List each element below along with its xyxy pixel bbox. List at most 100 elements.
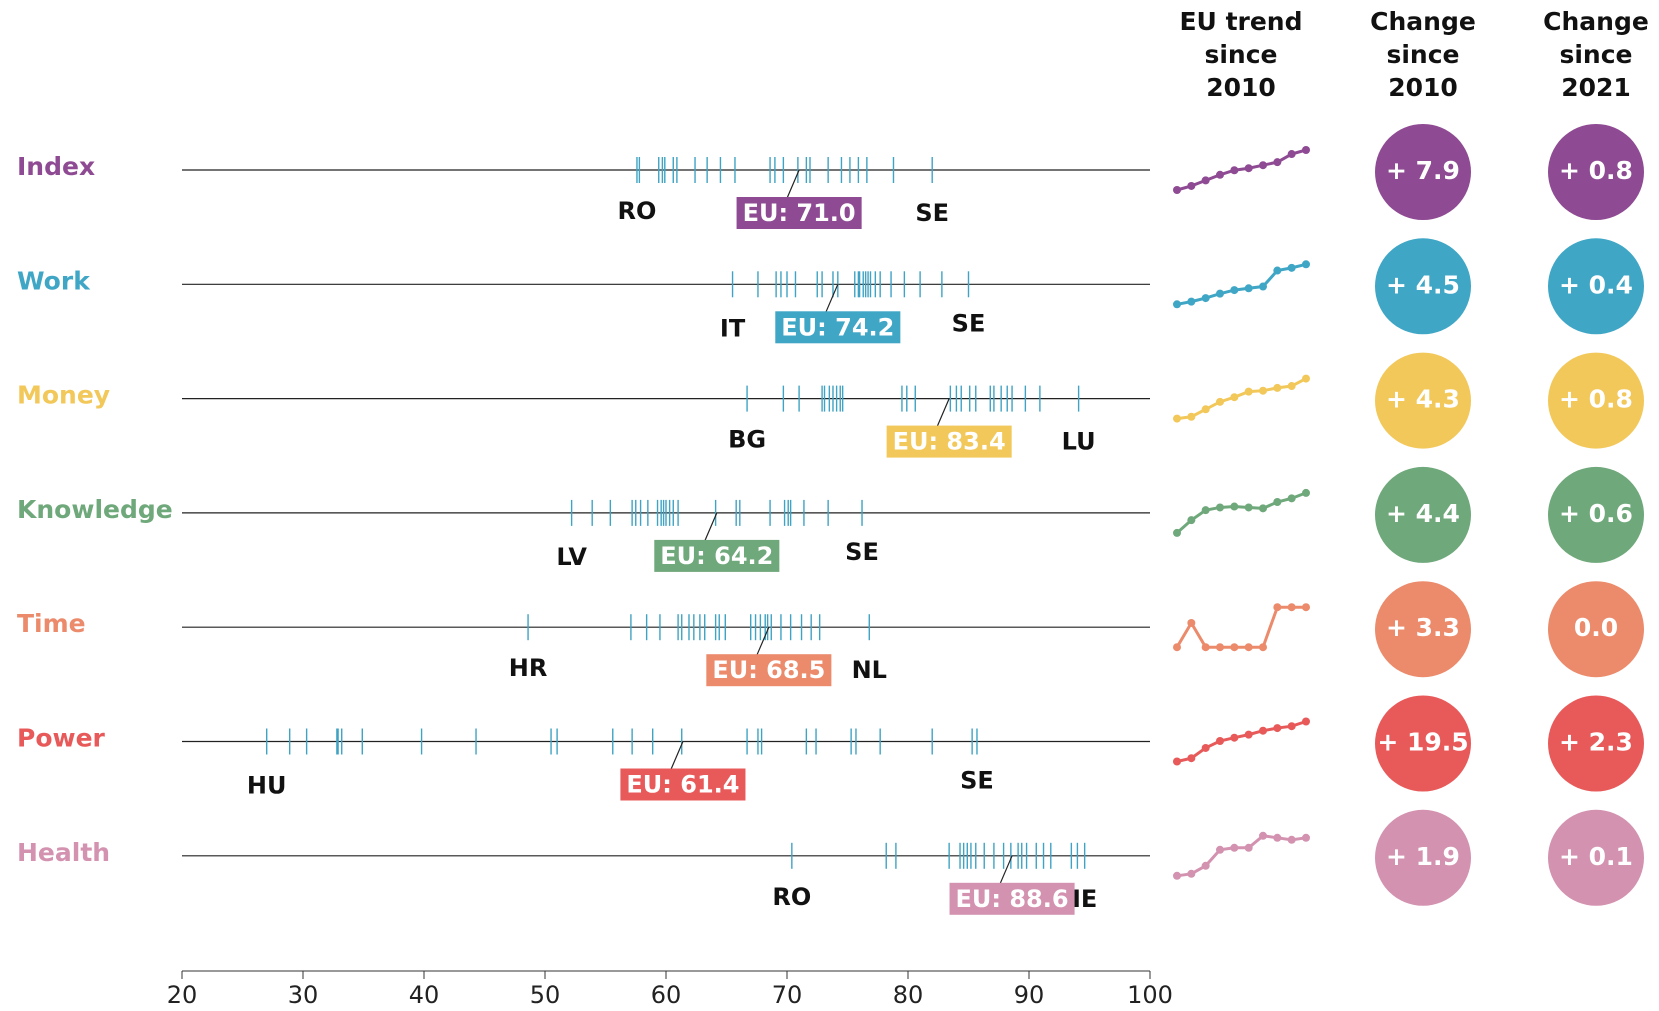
trend-point (1216, 643, 1224, 652)
change-value: + 3.3 (1386, 613, 1460, 642)
trend-point (1173, 300, 1181, 309)
eu-badge: EU: 83.4 (886, 425, 1012, 458)
highest-country: IE (1072, 885, 1097, 913)
change-bubble (1548, 352, 1644, 449)
eu-box (706, 654, 832, 687)
lowest-country: BG (728, 426, 766, 454)
trend-point (1244, 643, 1253, 652)
eu-badge: EU: 61.4 (620, 768, 746, 801)
trend-point (1273, 833, 1282, 842)
trend-point (1201, 506, 1210, 515)
eu-badge: EU: 74.2 (775, 311, 901, 344)
trend-point (1287, 263, 1296, 272)
trend-point (1216, 845, 1224, 854)
change-value: + 7.9 (1386, 156, 1460, 185)
eu-badge: EU: 88.6 (949, 882, 1075, 915)
change-bubble (1548, 809, 1644, 906)
trend-point (1273, 158, 1282, 167)
change-bubble (1548, 124, 1644, 220)
column-header: since (1386, 40, 1459, 69)
trend-point (1230, 393, 1239, 402)
trend-point (1302, 833, 1310, 842)
column-header: Change (1543, 7, 1649, 36)
eu-leader (825, 284, 839, 313)
row-label: Work (17, 266, 91, 295)
trend-point (1287, 382, 1296, 391)
highest-country: SE (915, 199, 949, 227)
trend-point (1302, 603, 1310, 612)
trend-point (1230, 166, 1239, 175)
trend-point (1287, 494, 1296, 503)
trend-point (1287, 603, 1296, 612)
eu-leader (756, 626, 770, 656)
eu-box (654, 539, 780, 572)
x-tick-label: 100 (1127, 981, 1173, 1009)
row-label: Health (17, 838, 110, 867)
highest-country: SE (845, 538, 879, 566)
trend-point (1273, 603, 1282, 612)
lowest-country: IT (720, 314, 746, 342)
trend-point (1173, 757, 1181, 766)
change-bubble (1548, 466, 1644, 563)
trend-point (1302, 260, 1310, 269)
x-tick-label: 30 (288, 981, 319, 1009)
trend-point (1201, 743, 1210, 752)
eu-label: EU: 68.5 (712, 656, 825, 684)
trend-point (1259, 726, 1267, 735)
trend-point (1302, 374, 1310, 383)
eu-box (886, 425, 1012, 458)
x-tick-label: 60 (651, 981, 682, 1009)
row-label: Index (17, 152, 95, 181)
column-header: Change (1370, 7, 1476, 36)
trend-point (1244, 164, 1253, 173)
trend-point (1201, 643, 1210, 652)
x-tick-label: 50 (530, 981, 561, 1009)
column-header: since (1204, 40, 1277, 69)
eu-badge: EU: 64.2 (654, 539, 780, 572)
change-value: + 0.8 (1559, 156, 1633, 185)
trend-point (1273, 497, 1282, 506)
change-value: + 19.5 (1377, 728, 1468, 757)
trend-point (1230, 502, 1239, 511)
eu-label: EU: 61.4 (626, 771, 739, 799)
trend-point (1273, 383, 1282, 392)
change-bubble (1375, 466, 1471, 563)
trend-point (1216, 736, 1224, 745)
x-tick-label: 90 (1014, 981, 1045, 1009)
change-value: + 2.3 (1559, 728, 1633, 757)
change-value: + 1.9 (1386, 842, 1460, 871)
change-value: + 0.8 (1559, 385, 1633, 414)
change-value: + 4.5 (1386, 270, 1460, 299)
eu-box (949, 882, 1075, 915)
trend-point (1287, 722, 1296, 731)
eu-box (775, 311, 901, 344)
lowest-country: HR (509, 654, 548, 682)
change-value: + 4.4 (1386, 499, 1460, 528)
eu-badge: EU: 68.5 (706, 654, 832, 687)
trend-point (1287, 835, 1296, 844)
change-bubble (1375, 238, 1471, 335)
change-bubble (1375, 352, 1471, 449)
trend-point (1187, 618, 1196, 627)
trend-point (1187, 297, 1196, 306)
change-bubble (1548, 238, 1644, 335)
trend-point (1230, 643, 1239, 652)
trend-point (1244, 387, 1253, 396)
highest-country: NL (852, 656, 887, 684)
trend-point (1187, 754, 1196, 763)
eu-label: EU: 83.4 (893, 428, 1006, 456)
trend-point (1187, 412, 1196, 421)
trend-line (1175, 605, 1306, 649)
trend-point (1187, 181, 1196, 190)
row-label: Time (17, 609, 86, 638)
column-header: since (1559, 40, 1632, 69)
trend-point (1216, 397, 1224, 406)
trend-point (1273, 266, 1282, 275)
trend-point (1201, 294, 1210, 303)
change-bubble (1548, 581, 1644, 678)
change-bubble (1548, 695, 1644, 792)
change-value: + 4.3 (1386, 385, 1460, 414)
lowest-country: LV (556, 543, 587, 571)
change-value: + 0.4 (1559, 270, 1633, 299)
